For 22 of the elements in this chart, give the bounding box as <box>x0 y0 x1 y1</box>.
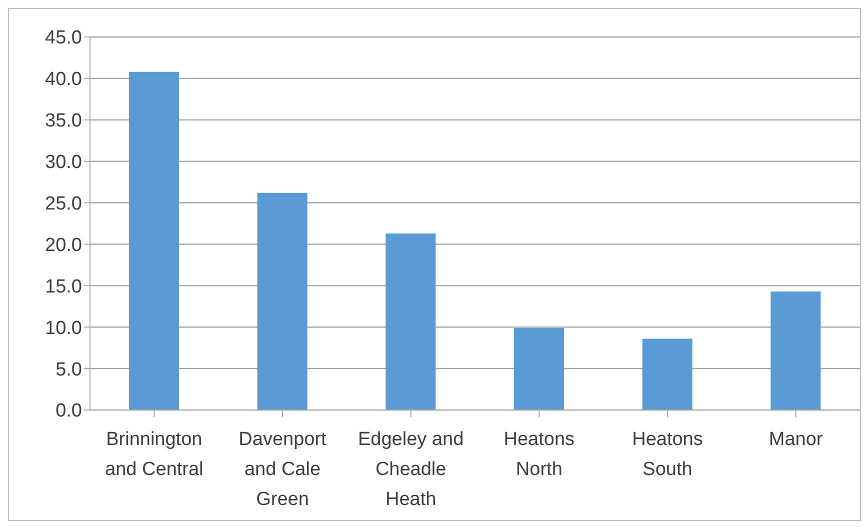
bar <box>642 338 692 410</box>
y-tick-label: 35.0 <box>45 110 82 132</box>
y-tick-label: 45.0 <box>45 28 82 49</box>
y-tick-label: 15.0 <box>45 276 82 298</box>
x-tick-label: Heatons South <box>632 429 703 480</box>
y-tick-label: 0.0 <box>56 400 82 422</box>
x-tick-label: Brinnington and Central <box>105 429 204 480</box>
y-tick-label: 10.0 <box>45 318 82 339</box>
bar <box>386 233 436 410</box>
y-tick-label: 20.0 <box>45 234 82 256</box>
bar <box>770 291 821 410</box>
bar <box>514 328 564 410</box>
x-tick-label: Heatons North <box>504 429 575 480</box>
x-tick-label: Edgeley and Cheadle Heath <box>358 429 464 510</box>
x-tick-label: Davenport and Cale Green <box>238 429 328 510</box>
y-tick-label: 25.0 <box>45 194 82 215</box>
y-tick-label: 40.0 <box>45 69 82 90</box>
x-tick-label: Manor <box>768 429 824 450</box>
y-tick-label: 30.0 <box>45 152 82 174</box>
y-tick-label: 5.0 <box>56 359 82 380</box>
bar <box>129 72 179 410</box>
bar <box>257 192 308 410</box>
